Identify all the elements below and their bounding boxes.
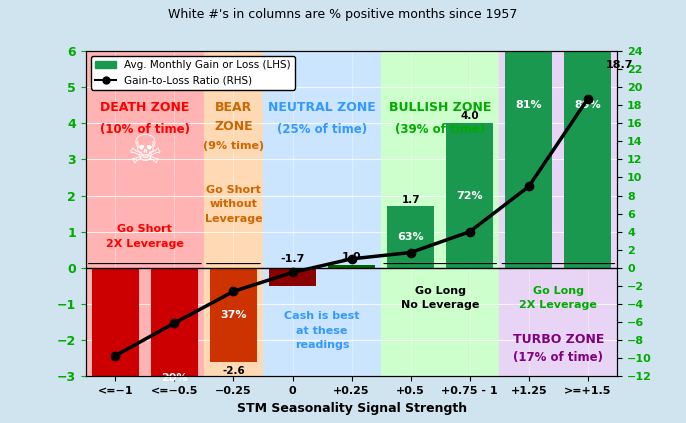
Text: Go Long: Go Long (533, 286, 584, 296)
Text: White #'s in columns are % positive months since 1957: White #'s in columns are % positive mont… (168, 8, 518, 22)
Bar (381, 51, 499, 376)
Bar (263, 51, 381, 376)
Text: DEATH ZONE: DEATH ZONE (100, 102, 189, 115)
Text: -1.7: -1.7 (281, 254, 305, 264)
Text: (10% of time): (10% of time) (100, 123, 190, 136)
X-axis label: STM Seasonality Signal Strength: STM Seasonality Signal Strength (237, 402, 466, 415)
Bar (151, 268, 198, 423)
Bar (564, 0, 611, 268)
Bar (387, 206, 434, 268)
Text: -2.6: -2.6 (222, 365, 245, 376)
Text: readings: readings (295, 340, 349, 350)
Text: ZONE: ZONE (214, 120, 252, 132)
Text: (17% of time): (17% of time) (513, 351, 603, 364)
Text: without: without (209, 199, 257, 209)
Text: 89%: 89% (574, 100, 601, 110)
Text: 1.7: 1.7 (401, 195, 420, 205)
Text: BULLISH ZONE: BULLISH ZONE (389, 102, 491, 115)
Text: Cash is best: Cash is best (284, 311, 359, 321)
Text: Go Short: Go Short (206, 185, 261, 195)
Text: 18.7: 18.7 (606, 60, 633, 70)
Text: Go Short: Go Short (117, 225, 172, 234)
Text: 63%: 63% (397, 232, 424, 242)
Text: BEAR: BEAR (215, 102, 252, 115)
Text: Leverage: Leverage (204, 214, 262, 224)
Text: 20%: 20% (161, 373, 187, 383)
Bar (204, 51, 263, 376)
Text: 2X Leverage: 2X Leverage (519, 300, 598, 310)
Text: (25% of time): (25% of time) (277, 123, 367, 136)
Bar (86, 51, 204, 376)
Text: (9% time): (9% time) (203, 141, 264, 151)
Text: 1.0: 1.0 (342, 253, 362, 262)
Text: 81%: 81% (515, 100, 542, 110)
Text: TURBO ZONE: TURBO ZONE (512, 333, 604, 346)
Text: ☠: ☠ (128, 133, 163, 171)
Bar (210, 268, 257, 362)
Bar (328, 265, 375, 268)
Text: No Leverage: No Leverage (401, 300, 480, 310)
Text: 72%: 72% (456, 190, 483, 201)
Text: 37%: 37% (220, 310, 247, 320)
Text: 4.0: 4.0 (460, 111, 479, 121)
Bar (92, 268, 139, 423)
Legend: Avg. Monthly Gain or Loss (LHS), Gain-to-Loss Ratio (RHS): Avg. Monthly Gain or Loss (LHS), Gain-to… (91, 56, 295, 90)
Bar (505, 0, 552, 268)
Bar (269, 268, 316, 286)
Text: Go Long: Go Long (414, 286, 466, 296)
Bar (499, 51, 617, 376)
Text: (39% of time): (39% of time) (395, 123, 485, 136)
Text: at these: at these (296, 326, 348, 336)
Text: NEUTRAL ZONE: NEUTRAL ZONE (268, 102, 376, 115)
Bar (446, 123, 493, 268)
Text: 2X Leverage: 2X Leverage (106, 239, 184, 249)
